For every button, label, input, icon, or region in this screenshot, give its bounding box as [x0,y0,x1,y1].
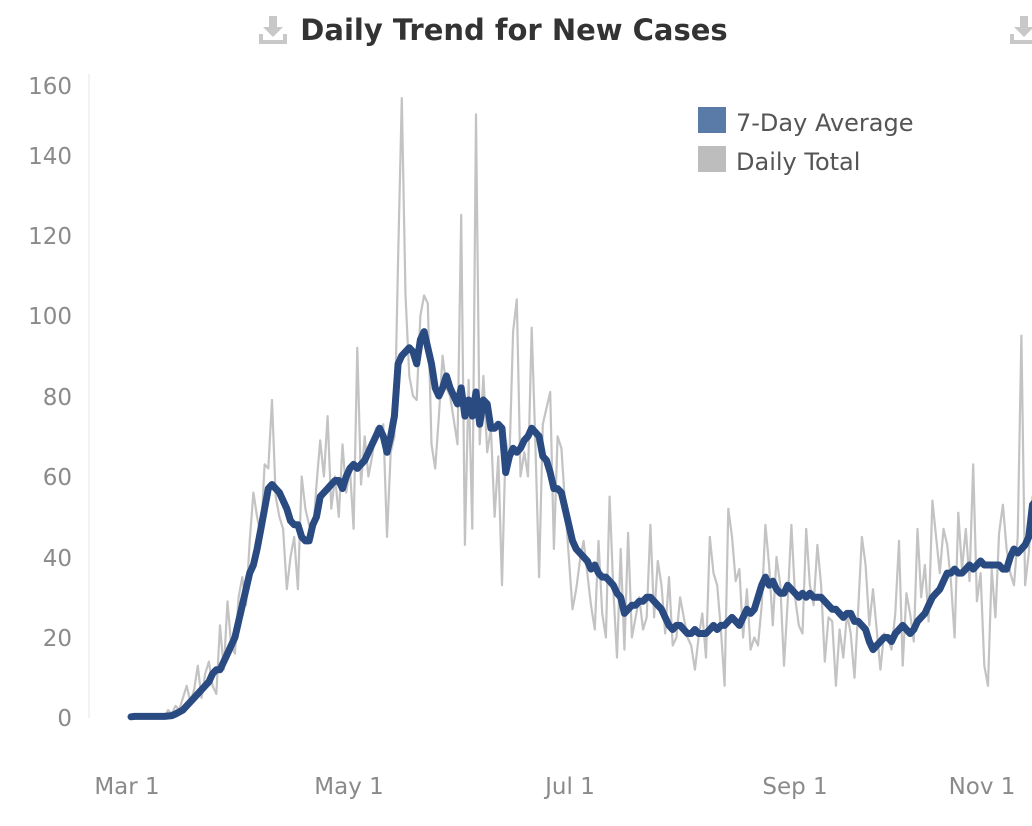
series-line-7-day-average [127,328,1032,721]
download-icon[interactable] [257,14,289,46]
x-tick-label: Nov 1 [949,774,1016,800]
x-axis: Mar 1 May 1 Jul 1 Sep 1 Nov 1 [94,774,1015,800]
y-tick-label: 20 [43,626,72,652]
y-tick-label: 80 [43,385,72,411]
x-tick-label: Mar 1 [94,774,159,800]
y-tick-label: 60 [43,465,72,491]
y-axis: 0 20 40 60 80 100 120 140 160 [28,74,72,732]
legend-swatch-7-day-average [698,107,726,133]
x-tick-label: May 1 [314,774,384,800]
y-tick-label: 100 [28,304,72,330]
legend-label-7-day-average: 7-Day Average [736,109,914,137]
y-tick-label: 0 [57,706,72,732]
legend-label-daily-total: Daily Total [736,148,860,176]
y-tick-label: 40 [43,546,72,572]
legend: 7-Day Average Daily Total [698,107,914,176]
y-tick-label: 140 [28,144,72,170]
x-tick-label: Jul 1 [543,774,595,800]
series-line-daily-total [130,97,1032,720]
y-tick-label: 160 [28,74,72,100]
download-icon-right[interactable] [1008,14,1032,46]
chart-title: Daily Trend for New Cases [300,13,727,47]
legend-swatch-daily-total [698,146,726,172]
x-tick-label: Sep 1 [762,774,827,800]
y-tick-label: 120 [28,224,72,250]
